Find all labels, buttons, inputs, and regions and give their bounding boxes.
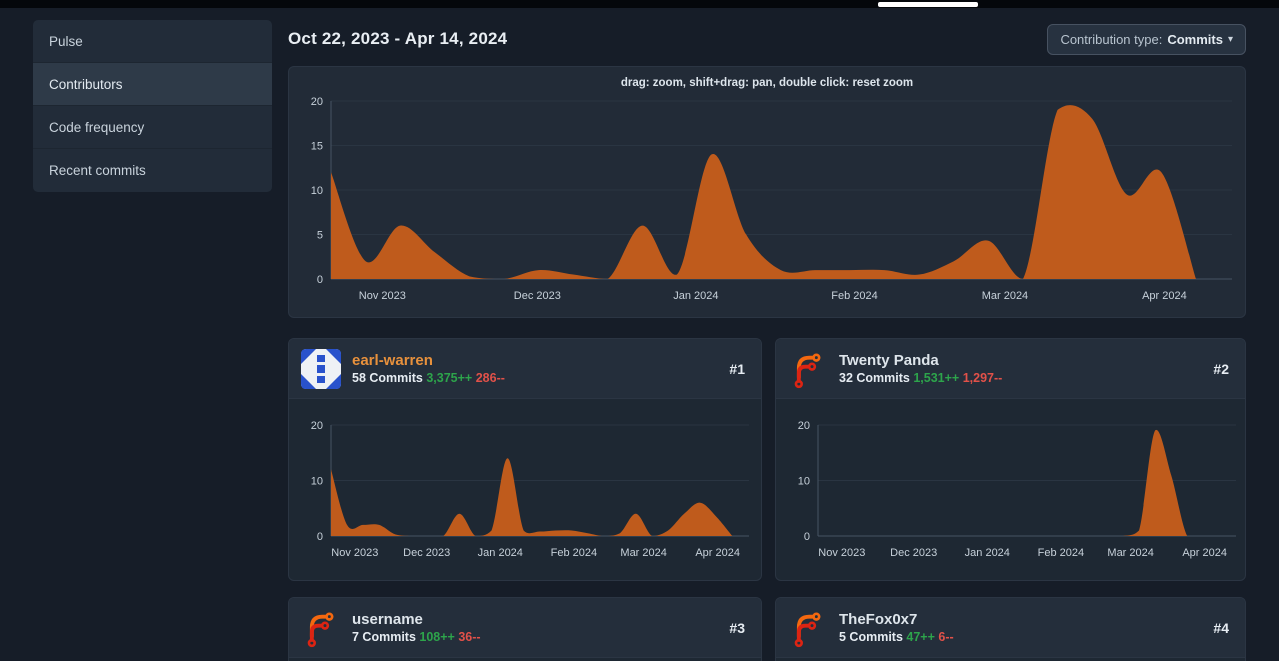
deletions-count: 286--: [475, 371, 505, 385]
svg-text:Mar 2024: Mar 2024: [1107, 547, 1153, 559]
contributor-rank-badge: #1: [729, 360, 745, 377]
browser-topbar: [0, 0, 1279, 8]
svg-text:0: 0: [804, 531, 810, 543]
deletions-count: 6--: [938, 630, 954, 644]
svg-text:Jan 2024: Jan 2024: [673, 290, 718, 302]
svg-text:Feb 2024: Feb 2024: [1038, 547, 1084, 559]
contributors-main: Oct 22, 2023 - Apr 14, 2024 Contribution…: [288, 8, 1246, 661]
additions-count: 1,531++: [913, 371, 960, 385]
contributor-card-header: earl-warren 58 Commits 3,375++ 286-- #1: [289, 339, 761, 399]
deletions-count: 1,297--: [962, 371, 1003, 385]
chart-zoom-hint: drag: zoom, shift+drag: pan, double clic…: [620, 77, 914, 89]
svg-text:Jan 2024: Jan 2024: [478, 547, 523, 559]
svg-text:Apr 2024: Apr 2024: [695, 547, 740, 559]
svg-text:Feb 2024: Feb 2024: [831, 290, 877, 302]
svg-text:Mar 2024: Mar 2024: [982, 290, 1028, 302]
svg-text:Nov 2023: Nov 2023: [818, 547, 865, 559]
additions-count: 108++: [419, 630, 455, 644]
additions-count: 3,375++: [426, 371, 473, 385]
svg-text:Apr 2024: Apr 2024: [1182, 547, 1227, 559]
contributions-chart-panel: drag: zoom, shift+drag: pan, double clic…: [288, 66, 1246, 318]
contributor-card-header: username 7 Commits 108++ 36-- #3: [289, 598, 761, 658]
contributor-card-1: earl-warren 58 Commits 3,375++ 286-- #1 …: [288, 338, 762, 581]
main-header: Oct 22, 2023 - Apr 14, 2024 Contribution…: [288, 8, 1246, 66]
commit-count: 5 Commits: [839, 630, 903, 644]
svg-text:Jan 2024: Jan 2024: [965, 547, 1010, 559]
svg-text:5: 5: [317, 230, 323, 242]
contributor-name-link[interactable]: earl-warren: [352, 352, 433, 369]
contributions-area-chart[interactable]: 0 5 10 15 20 Nov 2023 Dec 2023 Jan 2024 Feb 2024…: [297, 93, 1238, 307]
contributor-card-4: TheFox0x7 5 Commits 47++ 6-- #4: [775, 597, 1246, 661]
contributor-area-chart[interactable]: 0 10 20 Nov 2023 Dec 2023 Jan 2024 Feb 2024 Mar…: [297, 399, 755, 575]
commit-count: 58 Commits: [352, 371, 423, 385]
contributor-rank-badge: #4: [1213, 619, 1229, 636]
forgejo-logo-icon: [788, 608, 828, 648]
svg-text:Dec 2023: Dec 2023: [890, 547, 937, 559]
svg-text:15: 15: [311, 141, 323, 153]
svg-text:Nov 2023: Nov 2023: [359, 290, 406, 302]
contributor-area-chart[interactable]: 0 10 20 Nov 2023 Dec 2023 Jan 2024 Feb 2024 Mar…: [784, 399, 1242, 575]
svg-text:Dec 2023: Dec 2023: [514, 290, 561, 302]
contribution-type-label: Contribution type:: [1060, 31, 1163, 47]
svg-text:20: 20: [311, 96, 323, 108]
svg-text:Dec 2023: Dec 2023: [403, 547, 450, 559]
activity-sidebar: Pulse Contributors Code frequency Recent…: [33, 20, 272, 192]
contributor-cards-grid: earl-warren 58 Commits 3,375++ 286-- #1 …: [288, 338, 1246, 661]
contributor-name: username: [352, 611, 423, 628]
svg-text:Mar 2024: Mar 2024: [620, 547, 666, 559]
avatar[interactable]: [301, 348, 341, 389]
contributor-rank-badge: #3: [729, 619, 745, 636]
contributor-card-2: Twenty Panda 32 Commits 1,531++ 1,297-- …: [775, 338, 1246, 581]
contribution-type-dropdown[interactable]: Contribution type: Commits ▾: [1047, 23, 1246, 55]
svg-text:10: 10: [311, 476, 323, 488]
forgejo-logo-icon: [301, 608, 341, 648]
svg-text:0: 0: [317, 274, 323, 286]
active-tab-indicator: [878, 2, 978, 7]
contributor-name: Twenty Panda: [839, 352, 939, 369]
sidebar-item-pulse[interactable]: Pulse: [33, 20, 272, 63]
contributor-rank-badge: #2: [1213, 360, 1229, 377]
contributor-card-3: username 7 Commits 108++ 36-- #3: [288, 597, 762, 661]
svg-text:Feb 2024: Feb 2024: [551, 547, 597, 559]
svg-text:Nov 2023: Nov 2023: [331, 547, 378, 559]
svg-text:10: 10: [311, 185, 323, 197]
contributor-name: TheFox0x7: [839, 611, 918, 628]
svg-text:Apr 2024: Apr 2024: [1142, 290, 1187, 302]
svg-text:20: 20: [798, 420, 810, 432]
contributor-card-header: Twenty Panda 32 Commits 1,531++ 1,297-- …: [776, 339, 1245, 399]
sidebar-item-code-frequency[interactable]: Code frequency: [33, 106, 272, 149]
additions-count: 47++: [906, 630, 935, 644]
forgejo-logo-icon: [788, 349, 828, 389]
commit-count: 32 Commits: [839, 371, 910, 385]
deletions-count: 36--: [458, 630, 481, 644]
contributor-card-header: TheFox0x7 5 Commits 47++ 6-- #4: [776, 598, 1245, 658]
sidebar-item-contributors[interactable]: Contributors: [33, 63, 272, 106]
commit-count: 7 Commits: [352, 630, 416, 644]
sidebar-item-recent-commits[interactable]: Recent commits: [49, 163, 146, 178]
svg-text:0: 0: [317, 531, 323, 543]
chevron-down-icon: ▾: [1227, 33, 1233, 45]
date-range-heading: Oct 22, 2023 - Apr 14, 2024: [288, 29, 508, 48]
contribution-type-value: Commits: [1167, 31, 1223, 47]
svg-text:20: 20: [311, 420, 323, 432]
svg-text:10: 10: [798, 476, 810, 488]
